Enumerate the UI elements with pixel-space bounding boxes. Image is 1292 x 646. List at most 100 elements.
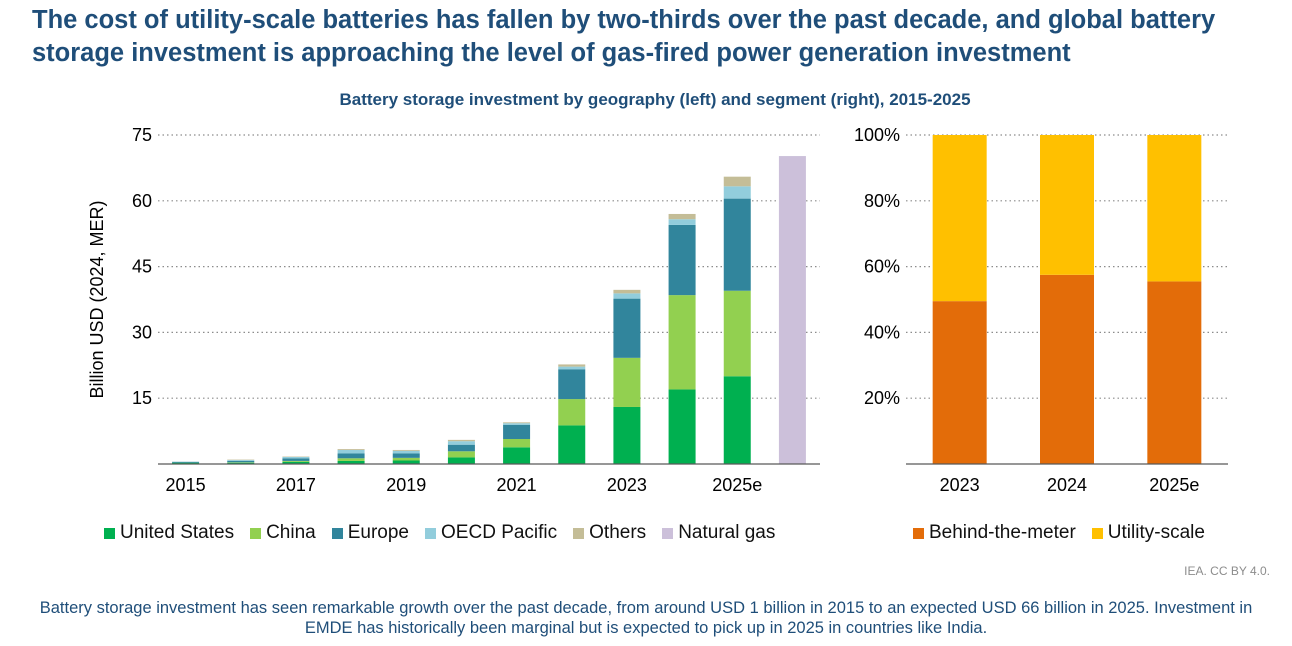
legend-swatch	[331, 527, 343, 539]
bar-others-2018	[337, 449, 365, 450]
legend-item-utility-scale: Utility-scale	[1091, 522, 1205, 544]
y-tick-label: 45	[132, 257, 152, 277]
x-tick-label: 2024	[1047, 475, 1087, 495]
left-chart-geography: 15 30 45 60 75 2015 2017 2019 2021 2023 2025e Billi…	[87, 125, 820, 495]
bar-behind-the-meter-2024	[1040, 274, 1094, 464]
bar-europe-2018	[337, 453, 365, 459]
legend-segment: Behind-the-meter Utility-scale	[913, 522, 1221, 544]
x-tick-label: 2021	[497, 475, 537, 495]
y-tick-label: 100%	[854, 125, 900, 145]
legend-label: United States	[120, 522, 235, 543]
bar-oecd-pacific-2020	[447, 441, 475, 445]
x-tick-label: 2019	[386, 475, 426, 495]
bar-others-2021	[503, 422, 531, 424]
bar-oecd-pacific-2025e	[723, 186, 751, 199]
legend-item-china: China	[250, 522, 316, 544]
bar-behind-the-meter-2025e	[1147, 281, 1202, 464]
x-tick-label: 2023	[940, 475, 980, 495]
legend-swatch	[1091, 527, 1103, 539]
legend-label: China	[266, 522, 316, 543]
bar-europe-2017	[282, 458, 310, 461]
bar-united-states-2018	[337, 460, 365, 464]
bar-china-2019	[392, 457, 420, 461]
bar-others-2023	[613, 289, 641, 294]
bar-united-states-2016	[227, 462, 255, 464]
x-tick-label: 2015	[166, 475, 206, 495]
bar-china-2021	[503, 438, 531, 448]
legend-swatch	[104, 527, 115, 539]
bar-united-states-2021	[503, 447, 531, 464]
legend-item-natural-gas: Natural gas	[662, 522, 775, 544]
bar-china-2017	[282, 460, 310, 462]
bar-united-states-2025e	[723, 376, 751, 464]
bar-europe-2019	[392, 453, 420, 458]
chart-subtitle: Battery storage investment by geography …	[339, 90, 971, 109]
legend-swatch	[662, 527, 674, 539]
bar-oecd-pacific-2017	[282, 456, 310, 459]
bar-united-states-2023	[613, 406, 641, 464]
legend-swatch	[913, 527, 924, 539]
bar-oecd-pacific-2023	[613, 293, 641, 299]
bar-china-2022	[558, 399, 586, 426]
legend-geography: United States China Europe OECD Pacific Othe…	[104, 522, 791, 544]
bar-behind-the-meter-2023	[932, 301, 987, 464]
bar-united-states-2017	[282, 461, 310, 464]
bar-europe-2021	[503, 424, 531, 439]
bar-oecd-pacific-2019	[392, 450, 420, 454]
y-axis-label: Billion USD (2024, MER)	[87, 200, 107, 398]
right-chart-segment: 20% 40% 60% 80% 100% 2023 2024 2025e	[854, 125, 1228, 495]
bar-europe-2020	[447, 444, 475, 452]
bar-oecd-pacific-2018	[337, 449, 365, 454]
legend-item-others: Others	[573, 522, 646, 544]
bar-others-2025e	[723, 176, 751, 187]
credit: IEA. CC BY 4.0.	[1184, 564, 1270, 578]
bar-china-2023	[613, 357, 641, 407]
legend-label: OECD Pacific	[441, 522, 558, 543]
bar-utility-scale-2023	[932, 135, 987, 302]
bar-united-states-2022	[558, 425, 586, 464]
x-tick-label: 2017	[276, 475, 316, 495]
bar-oecd-pacific-2024	[668, 219, 696, 225]
bar-others-2019	[392, 449, 420, 451]
bar-united-states-2015	[172, 462, 200, 464]
y-tick-label: 40%	[864, 322, 900, 342]
legend-label: Natural gas	[678, 522, 776, 543]
bar-china-2024	[668, 295, 696, 390]
bar-europe-2025e	[723, 198, 751, 291]
legend-label: Europe	[347, 522, 410, 543]
bar-utility-scale-2024	[1040, 135, 1094, 275]
y-tick-label: 60%	[864, 257, 900, 277]
bar-china-2025e	[723, 290, 751, 377]
bar-united-states-2024	[668, 389, 696, 464]
bar-europe-2022	[558, 369, 586, 400]
headline: The cost of utility-scale batteries has …	[32, 6, 1216, 67]
legend-swatch	[573, 527, 585, 539]
bar-china-2020	[447, 451, 475, 458]
bar-united-states-2019	[392, 460, 420, 464]
legend-swatch	[250, 527, 262, 539]
bar-united-states-2020	[447, 457, 475, 464]
y-tick-label: 30	[132, 322, 152, 342]
bar-oecd-pacific-2016	[227, 460, 255, 461]
bar-others-2022	[558, 364, 586, 367]
bar-others-2020	[447, 439, 475, 442]
y-tick-label: 15	[132, 388, 152, 408]
x-tick-label: 2025e	[1149, 475, 1199, 495]
legend-item-united-states: United States	[104, 522, 234, 544]
y-tick-label: 20%	[864, 388, 900, 408]
x-tick-label: 2023	[607, 475, 647, 495]
bar-europe-2016	[227, 460, 255, 463]
x-tick-label: 2025e	[712, 475, 762, 495]
bar-natural-gas-2025e-natural-gas	[778, 156, 806, 464]
bar-europe-2024	[668, 224, 696, 296]
legend-label: Behind-the-meter	[929, 522, 1076, 543]
legend-label: Others	[589, 522, 647, 543]
bar-china-2018	[337, 458, 365, 461]
bar-utility-scale-2025e	[1147, 135, 1202, 282]
legend-item-behind-the-meter: Behind-the-meter	[913, 522, 1076, 544]
y-tick-label: 80%	[864, 191, 900, 211]
legend-label: Utility-scale	[1107, 522, 1205, 543]
legend-item-europe: Europe	[331, 522, 410, 544]
bar-oecd-pacific-2021	[503, 423, 531, 425]
bar-oecd-pacific-2022	[558, 366, 586, 370]
